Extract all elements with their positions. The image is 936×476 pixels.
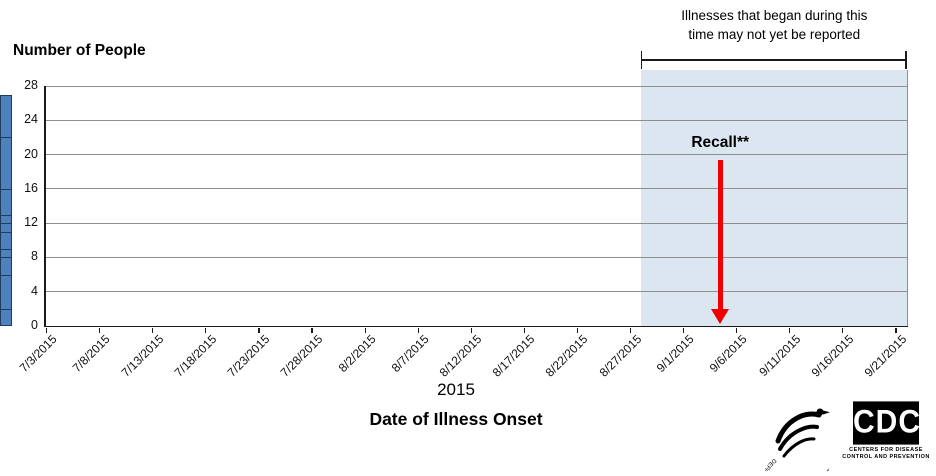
gridline: [46, 256, 908, 258]
x-tick-label: 8/27/2015: [596, 332, 644, 380]
x-tick: [258, 327, 260, 333]
cdc-caption-line2: CONTROL AND PREVENTION: [842, 453, 930, 460]
unreported-note-line2: time may not yet be reported: [688, 27, 861, 42]
x-tick: [364, 327, 366, 333]
y-axis-line: [44, 86, 46, 327]
unreported-note: Illnesses that began during this time ma…: [641, 6, 908, 44]
x-tick: [895, 327, 897, 333]
x-tick-label: 9/1/2015: [654, 332, 697, 375]
x-tick-label: 8/7/2015: [388, 332, 432, 375]
gridline: [46, 85, 908, 87]
x-tick: [205, 327, 207, 333]
x-tick-label: 9/6/2015: [707, 332, 751, 375]
x-tick-label: 8/12/2015: [436, 332, 485, 380]
x-tick: [99, 327, 101, 333]
hhs-eagle-icon: [775, 411, 822, 458]
x-tick-label: 8/22/2015: [543, 332, 591, 380]
gridline: [46, 188, 908, 190]
plot-right-border: [906, 70, 908, 326]
hhs-logo: DEPARTMENT OF HEALTH & HUMAN SERVICES • …: [758, 408, 836, 471]
x-tick: [789, 327, 791, 333]
y-tick-label: 16: [24, 180, 38, 195]
x-tick-label: 7/18/2015: [171, 332, 220, 380]
x-tick-label: 8/2/2015: [335, 332, 379, 375]
hhs-eagle-beak: [823, 410, 830, 415]
x-axis-title: Date of Illness Onset: [369, 409, 543, 429]
x-tick: [523, 327, 525, 333]
x-axis-line: [44, 325, 908, 328]
y-tick-label: 12: [24, 215, 38, 230]
recall-arrow-shaft: [717, 160, 723, 310]
unreported-bracket-line: [640, 59, 907, 61]
x-tick: [311, 327, 313, 333]
x-tick-label: 9/21/2015: [861, 332, 910, 380]
x-tick-label: 7/23/2015: [224, 332, 273, 380]
x-tick-label: 8/17/2015: [490, 332, 538, 380]
x-tick: [417, 327, 419, 333]
cdc-logo-caption: CENTERS FOR DISEASE CONTROL AND PREVENTI…: [836, 447, 936, 460]
bar: [0, 308, 12, 326]
svg-text:DEPARTMENT OF HEALTH & HUMAN S: DEPARTMENT OF HEALTH & HUMAN SERVICES • …: [758, 457, 836, 471]
y-axis-title: Number of People: [13, 42, 146, 59]
x-tick-label: 7/13/2015: [118, 332, 167, 380]
unreported-bracket-right-tick: [905, 51, 907, 69]
x-tick: [842, 327, 844, 333]
x-tick: [46, 327, 48, 333]
recall-annotation-label: Recall**: [691, 134, 750, 151]
x-tick: [629, 327, 632, 333]
gridline: [46, 222, 908, 224]
x-tick-label: 7/8/2015: [70, 332, 113, 375]
unreported-note-line1: Illnesses that began during this: [681, 8, 868, 23]
gridline: [46, 119, 908, 121]
x-tick-label: 9/16/2015: [808, 332, 857, 380]
y-tick-label: 0: [31, 318, 38, 332]
x-tick: [470, 327, 472, 333]
y-tick-label: 28: [24, 78, 38, 92]
unreported-bracket-left-tick: [640, 51, 643, 69]
x-axis-year-label: 2015: [437, 380, 475, 399]
unreported-region: [640, 70, 908, 326]
hhs-eagle-head: [816, 408, 824, 416]
cdc-logo: CDC: [853, 401, 920, 445]
recall-arrow-head: [711, 309, 730, 324]
hhs-seal-text: DEPARTMENT OF HEALTH & HUMAN SERVICES • …: [758, 457, 836, 471]
gridline: [46, 154, 908, 156]
y-tick-label: 4: [31, 283, 38, 298]
x-tick: [576, 327, 579, 333]
gridline: [46, 291, 908, 293]
x-tick: [152, 327, 154, 333]
x-tick: [736, 327, 738, 333]
x-tick-label: 7/28/2015: [277, 332, 326, 380]
cdc-caption-line1: CENTERS FOR DISEASE: [849, 447, 923, 453]
x-tick-label: 7/3/2015: [16, 332, 60, 375]
x-tick-label: 9/11/2015: [756, 332, 804, 380]
x-tick: [683, 327, 685, 333]
y-tick-label: 20: [24, 146, 38, 161]
y-tick-label: 24: [24, 112, 38, 127]
y-tick-label: 8: [31, 249, 38, 264]
